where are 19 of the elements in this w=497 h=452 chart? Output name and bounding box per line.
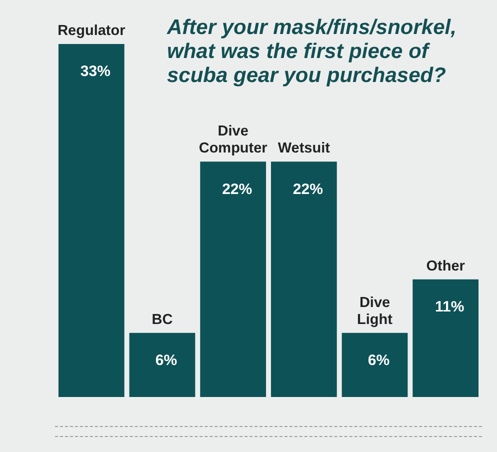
bar <box>129 332 196 397</box>
data-label: 22% <box>222 180 252 198</box>
x-tick-label: Dive Computer <box>198 124 268 157</box>
x-tick-label: Other <box>426 258 466 274</box>
bar <box>200 162 266 397</box>
bar <box>412 279 479 397</box>
chart-title: After your mask/fins/snorkel, what was the first piece of scuba gear you purchased? <box>167 16 458 88</box>
data-label: 6% <box>368 352 390 369</box>
x-tick-label: Wetsuit <box>278 140 330 157</box>
data-label: 33% <box>80 63 110 80</box>
x-tick-label: BC <box>152 312 174 328</box>
x-tick-label: Dive Light <box>357 294 393 328</box>
data-label: 11% <box>434 298 464 316</box>
bar <box>270 162 337 397</box>
bar <box>58 44 124 397</box>
x-tick-label: Regulator <box>58 23 126 39</box>
bar <box>342 332 408 397</box>
data-label: 22% <box>292 180 323 198</box>
data-label: 6% <box>155 352 178 369</box>
